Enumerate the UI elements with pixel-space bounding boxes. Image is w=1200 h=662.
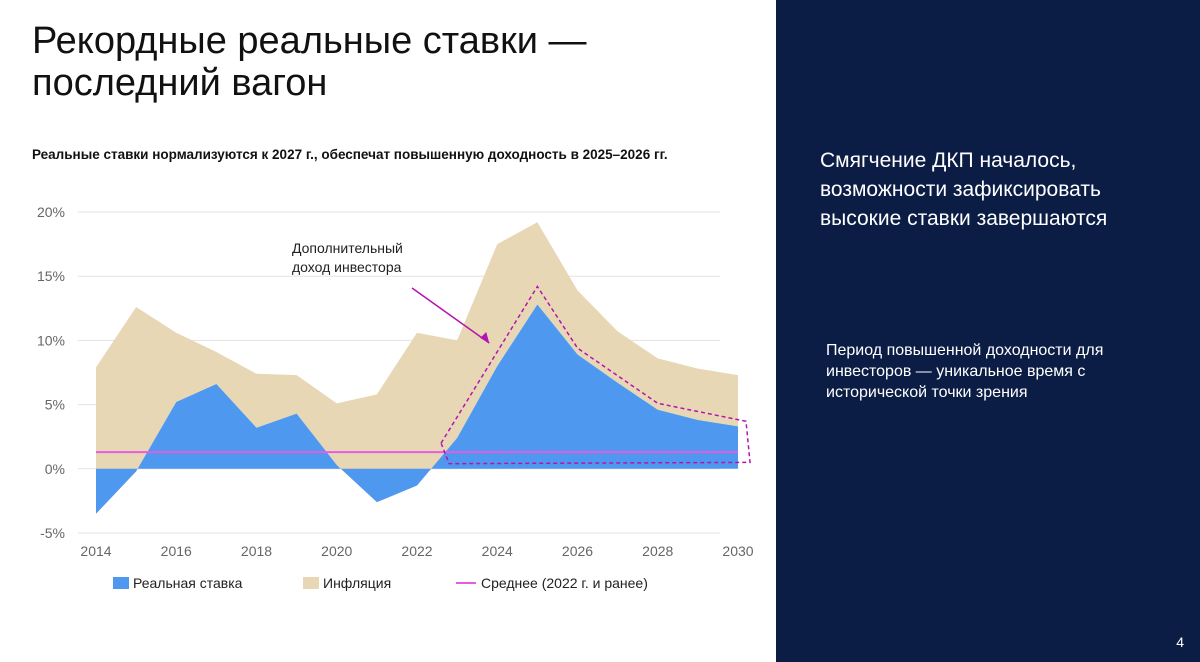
y-tick-label: -5%: [40, 525, 65, 541]
x-tick-label: 2014: [80, 543, 111, 559]
slide-title-line-2: последний вагон: [32, 62, 328, 104]
legend-swatch-inflation: [303, 577, 319, 589]
y-tick-label: 15%: [37, 268, 65, 284]
annotation-label-line-1: Дополнительный: [292, 240, 403, 256]
chart-subtitle: Реальные ставки нормализуются к 2027 г.,…: [32, 147, 668, 162]
x-tick-label: 2016: [161, 543, 192, 559]
page-number: 4: [1176, 634, 1184, 650]
x-tick-label: 2024: [482, 543, 513, 559]
y-tick-label: 20%: [37, 204, 65, 220]
side-panel-note: Период повышенной доходности для инвесто…: [826, 342, 1104, 401]
x-tick-label: 2026: [562, 543, 593, 559]
real-rates-chart: -5% 0% 5% 10% 15% 20% 2014 2016 2018 2020 2022 2024…: [37, 204, 754, 591]
real-rate-area: [96, 304, 738, 514]
x-tick-label: 2022: [401, 543, 432, 559]
x-tick-label: 2018: [241, 543, 272, 559]
annotation-arrow: [411, 287, 490, 344]
legend-label-real-rate: Реальная ставка: [133, 575, 243, 591]
y-tick-label: 10%: [37, 332, 65, 348]
legend-label-inflation: Инфляция: [323, 575, 391, 591]
x-tick-label: 2028: [642, 543, 673, 559]
annotation-label-line-2: доход инвестора: [292, 259, 402, 275]
legend-swatch-real-rate: [113, 577, 129, 589]
y-tick-label: 0%: [45, 461, 65, 477]
slide-title-line-1: Рекордные реальные ставки —: [32, 20, 587, 62]
slide-title: Рекордные реальные ставки — последний ва…: [32, 20, 752, 104]
x-tick-label: 2030: [722, 543, 753, 559]
x-tick-label: 2020: [321, 543, 352, 559]
side-panel: Смягчение ДКП началось, возможности зафи…: [776, 0, 1200, 662]
inflation-area: [96, 222, 738, 514]
highlight-outline: [440, 285, 751, 465]
side-panel-headline: Смягчение ДКП началось, возможности зафи…: [820, 149, 1108, 230]
annotation-arrowhead: [480, 331, 490, 343]
legend-label-average: Среднее (2022 г. и ранее): [481, 575, 648, 591]
y-tick-label: 5%: [45, 397, 65, 413]
